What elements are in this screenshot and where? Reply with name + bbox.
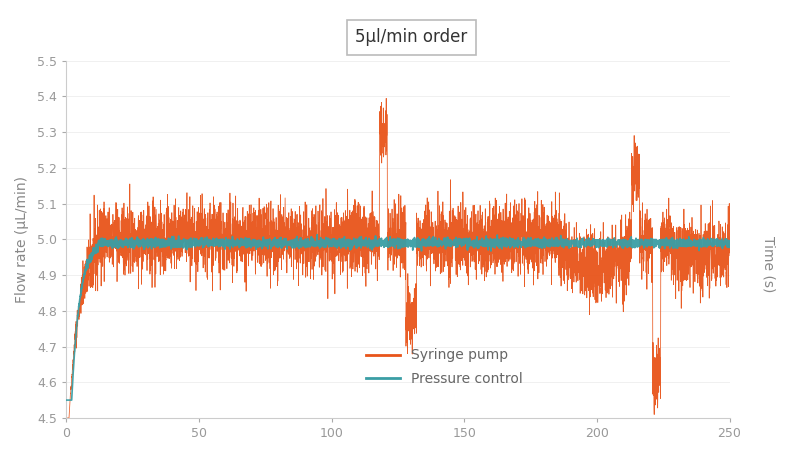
Legend: Syringe pump, Pressure control: Syringe pump, Pressure control (359, 342, 530, 393)
Text: 5µl/min order: 5µl/min order (355, 28, 467, 46)
Y-axis label: Flow rate (µL/min): Flow rate (µL/min) (15, 176, 29, 303)
Text: Time (s): Time (s) (761, 236, 775, 292)
